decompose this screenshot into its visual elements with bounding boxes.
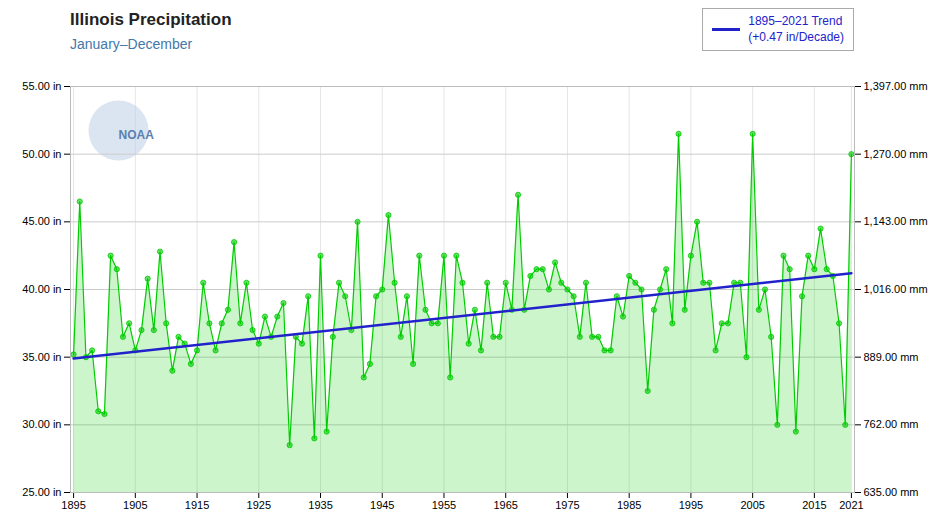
html-text:1895–2021 Trend (+0.47 in/Deca: 1895–2021 Trend (+0.47 in/Decade): [748, 14, 844, 44]
svg-text:1995: 1995: [679, 499, 703, 511]
svg-text:2015: 2015: [802, 499, 826, 511]
svg-text:2005: 2005: [740, 499, 764, 511]
svg-text:1905: 1905: [123, 499, 147, 511]
svg-text:1,143.00 mm: 1,143.00 mm: [864, 215, 928, 227]
svg-text:1925: 1925: [247, 499, 271, 511]
svg-text:1915: 1915: [185, 499, 209, 511]
svg-text:1955: 1955: [432, 499, 456, 511]
svg-text:25.00 in: 25.00 in: [22, 486, 61, 498]
html-text:Illinois Precipitation: Illinois Precipitation: [70, 10, 232, 29]
svg-text:45.00 in: 45.00 in: [22, 215, 61, 227]
svg-text:NOAA: NOAA: [119, 128, 155, 142]
svg-text:1945: 1945: [370, 499, 394, 511]
svg-text:40.00 in: 40.00 in: [22, 283, 61, 295]
svg-text:889.00 mm: 889.00 mm: [864, 351, 919, 363]
svg-text:1,270.00 mm: 1,270.00 mm: [864, 148, 928, 160]
svg-text:1935: 1935: [308, 499, 332, 511]
svg-text:1,397.00 mm: 1,397.00 mm: [864, 80, 928, 92]
svg-text:762.00 mm: 762.00 mm: [864, 418, 919, 430]
svg-text:30.00 in: 30.00 in: [22, 418, 61, 430]
svg-text:35.00 in: 35.00 in: [22, 351, 61, 363]
html-text:January–December: January–December: [70, 36, 193, 52]
svg-text:1985: 1985: [617, 499, 641, 511]
svg-text:2021: 2021: [839, 499, 863, 511]
svg-text:50.00 in: 50.00 in: [22, 148, 61, 160]
svg-text:1965: 1965: [493, 499, 517, 511]
svg-text:1895: 1895: [61, 499, 85, 511]
svg-text:1975: 1975: [555, 499, 579, 511]
svg-text:55.00 in: 55.00 in: [22, 80, 61, 92]
svg-text:1,016.00 mm: 1,016.00 mm: [864, 283, 928, 295]
svg-text:635.00 mm: 635.00 mm: [864, 486, 919, 498]
